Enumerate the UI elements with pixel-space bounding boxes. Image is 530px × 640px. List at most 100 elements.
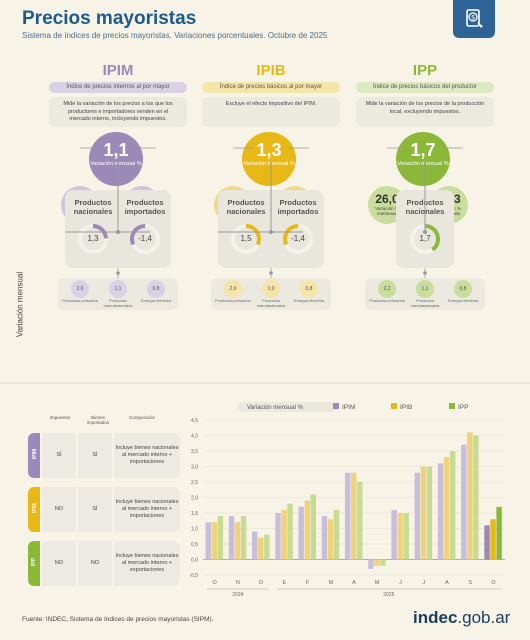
- table-cell-composition: Incluye bienes nacionales al mercado int…: [114, 541, 180, 586]
- y-tick-label: 3,0: [191, 465, 198, 471]
- chart-legend: Variación mensual % IPIM IPIB IPP: [237, 402, 468, 412]
- bar-ipib: [350, 472, 357, 560]
- x-tick-label: J: [399, 580, 402, 586]
- table-row: IPIM SÍ SÍ Incluye bienes nacionales al mer…: [28, 433, 180, 478]
- product-label: Productos importados: [277, 198, 319, 216]
- ring-fill: [283, 224, 313, 254]
- subindex-item: 2,6 Productos primarios: [215, 278, 251, 304]
- table-cell-composition: Incluye bienes nacionales al mercado int…: [114, 433, 180, 478]
- product-value: -1,4: [138, 234, 152, 243]
- subindex-label: Productos primarios: [62, 298, 98, 303]
- subindex-label: Energía eléctrica: [447, 298, 478, 303]
- bar-ipim: [414, 472, 421, 560]
- subindex-label: Energía eléctrica: [293, 298, 324, 303]
- x-tick-label: F: [306, 580, 310, 586]
- bar-ipim: [484, 525, 490, 560]
- subindex-value: 1,0: [262, 280, 280, 298]
- index-description: Mide la variación de los precios a los q…: [49, 97, 187, 127]
- product-item: Productos importados -1,4: [273, 190, 323, 254]
- source-note: Fuente: INDEC, Sistema de índices de pre…: [22, 616, 214, 623]
- subindex-value: 2,0: [71, 280, 89, 298]
- index-description: Excluye el efecto impositivo del IPIM.: [202, 97, 340, 127]
- bar-ipib: [467, 432, 473, 560]
- bar-ipim: [461, 444, 467, 560]
- bar-ipp: [217, 516, 224, 560]
- chart-title: Variación mensual %: [247, 405, 304, 411]
- monthly-variation-circle: 1,3 Variación mensual %: [242, 132, 296, 186]
- subindex-item: 0,8 Energía eléctrica: [291, 278, 327, 304]
- y-tick-label: 2,0: [191, 496, 198, 502]
- table-cell-imported: SÍ: [78, 433, 112, 478]
- row-tab: IPP: [28, 541, 40, 586]
- x-tick-label: D: [259, 580, 263, 586]
- product-ring: -1,4: [281, 222, 315, 256]
- table-cell-tax: NO: [42, 541, 76, 586]
- product-item: Productos nacionales 1,3: [68, 190, 118, 254]
- bar-ipp: [380, 559, 386, 566]
- x-tick-label: M: [375, 580, 380, 586]
- subindex-value: 1,1: [416, 280, 434, 298]
- product-ring: 1,3: [76, 222, 110, 256]
- svg-text:$: $: [471, 16, 475, 22]
- bar-ipp: [333, 509, 340, 560]
- bar-ipp: [473, 435, 479, 560]
- year-label: 2025: [383, 592, 394, 598]
- legend-label: IPP: [458, 404, 468, 411]
- y-tick-label: 3,5: [191, 449, 198, 455]
- table-header: Bienes importados: [86, 415, 110, 425]
- bar-ipim: [275, 513, 281, 560]
- table-header: Impuestos: [49, 415, 71, 420]
- subindex-value: 2,2: [378, 280, 396, 298]
- y-tick-label: -0,5: [189, 573, 198, 579]
- y-tick-label: 2,5: [191, 480, 198, 486]
- bar-ipp: [287, 503, 293, 560]
- bar-ipim: [298, 506, 304, 560]
- legend-swatch: [449, 403, 455, 409]
- subindex-item: 0,8 Energía eléctrica: [138, 278, 174, 304]
- monthly-variation-circle: 1,1 Variación mensual %: [89, 132, 143, 186]
- bar-ipib: [327, 519, 334, 560]
- x-tick-label: N: [236, 580, 240, 586]
- table-row: IPIB NO SÍ Incluye bienes nacionales al mer…: [28, 487, 180, 532]
- ring-fill: [78, 224, 108, 254]
- legend-swatch: [391, 403, 397, 409]
- page-subtitle: Sistema de índices de precios mayoristas…: [22, 31, 328, 40]
- bar-ipib: [234, 522, 241, 560]
- y-tick-label: 1,5: [191, 511, 198, 517]
- bar-ipim: [391, 509, 397, 560]
- ring-fill: [130, 224, 160, 254]
- monthly-variation-label: Variación mensual %: [243, 161, 295, 167]
- x-tick-label: M: [328, 580, 333, 586]
- chart-title-pill: [237, 402, 337, 412]
- subindex-value: 0,8: [147, 280, 165, 298]
- product-value: 1,3: [87, 234, 99, 243]
- subindex-item: 1,1 Productos manufacturados: [100, 278, 136, 308]
- bar-ipp: [240, 516, 247, 560]
- x-tick-label: A: [352, 580, 356, 586]
- row-tab: IPIM: [28, 433, 40, 478]
- subindex-label: Productos primarios: [215, 298, 251, 303]
- subindex-label: Productos primarios: [369, 298, 405, 303]
- index-name: IPIB: [256, 62, 286, 79]
- y-tick-label: 0,0: [191, 558, 198, 564]
- subindex-label: Productos manufacturados: [256, 298, 286, 308]
- product-value: 1,5: [240, 234, 252, 243]
- brand-logo[interactable]: indec.gob.ar: [413, 608, 510, 628]
- index-name: IPP: [412, 62, 438, 79]
- document-dollar-icon: $: [466, 9, 483, 28]
- logo: $: [453, 0, 495, 38]
- interannual-label: Variación % interanual: [375, 206, 399, 216]
- subindex-item: 2,2 Productos primarios: [369, 278, 405, 304]
- table-cell-tax: SÍ: [42, 433, 76, 478]
- product-value: 1,7: [419, 234, 431, 243]
- legend-label: IPIM: [342, 404, 355, 411]
- subindex-label: Productos manufacturados: [103, 298, 133, 308]
- bar-ipp: [310, 494, 316, 560]
- y-tick-label: 1,0: [191, 527, 198, 533]
- monthly-variation-value: 1,1: [103, 140, 129, 160]
- ring-fill: [231, 224, 261, 254]
- page-title: Precios mayoristas: [22, 8, 197, 29]
- subindex-value: 1,1: [109, 280, 127, 298]
- subindex-item: 2,0 Productos primarios: [62, 278, 98, 304]
- x-tick-label: A: [445, 580, 449, 586]
